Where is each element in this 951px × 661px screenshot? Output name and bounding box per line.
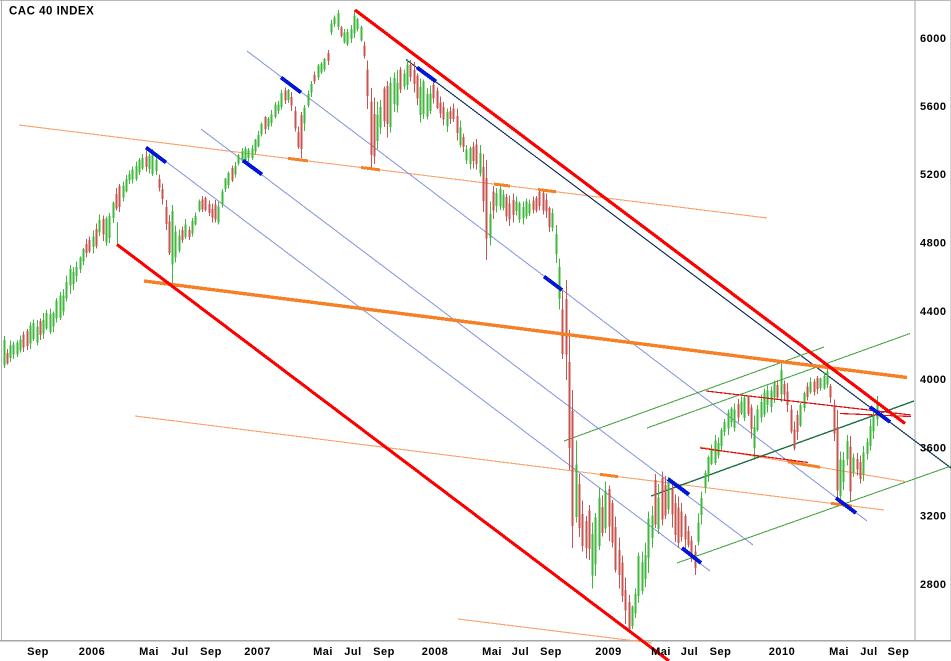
svg-text:2010: 2010	[769, 646, 795, 658]
svg-text:Sep: Sep	[540, 646, 562, 658]
svg-text:Sep: Sep	[373, 646, 395, 658]
svg-text:Mai: Mai	[829, 646, 849, 658]
svg-text:4400: 4400	[920, 306, 946, 318]
svg-text:3600: 3600	[920, 443, 946, 455]
svg-text:Mai: Mai	[313, 646, 333, 658]
svg-text:2009: 2009	[595, 646, 621, 658]
svg-text:5600: 5600	[920, 101, 946, 113]
svg-text:5200: 5200	[920, 169, 946, 181]
svg-text:Mai: Mai	[139, 646, 159, 658]
svg-text:4800: 4800	[920, 238, 946, 250]
svg-text:2007: 2007	[244, 646, 270, 658]
svg-text:6000: 6000	[920, 33, 946, 45]
svg-text:Jul: Jul	[344, 646, 361, 658]
svg-text:2006: 2006	[79, 646, 105, 658]
svg-text:2800: 2800	[920, 579, 946, 591]
svg-text:Jul: Jul	[512, 646, 529, 658]
svg-text:Sep: Sep	[200, 646, 222, 658]
svg-text:Mai: Mai	[651, 646, 671, 658]
svg-text:Jul: Jul	[171, 646, 188, 658]
svg-text:CAC 40 INDEX: CAC 40 INDEX	[9, 6, 94, 18]
svg-text:Sep: Sep	[710, 646, 732, 658]
svg-text:Jul: Jul	[860, 646, 877, 658]
svg-text:4000: 4000	[920, 374, 946, 386]
svg-text:3200: 3200	[920, 511, 946, 523]
svg-text:Sep: Sep	[888, 646, 910, 658]
svg-text:Jul: Jul	[681, 646, 698, 658]
svg-text:Sep: Sep	[27, 646, 49, 658]
svg-text:2008: 2008	[422, 646, 448, 658]
svg-text:Mai: Mai	[482, 646, 502, 658]
